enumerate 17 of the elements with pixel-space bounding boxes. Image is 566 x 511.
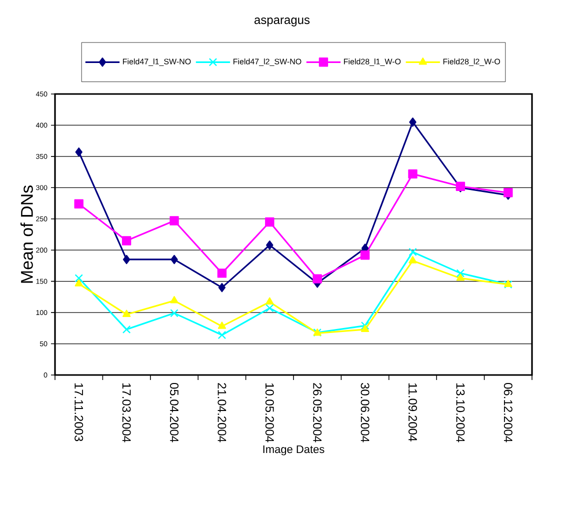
chart-title: asparagus <box>254 18 310 26</box>
x-tick-label: 11.09.2004 <box>408 383 417 442</box>
legend-label: Field47_l2_SW-NO <box>234 58 302 66</box>
x-tick-label: 13.10.2004 <box>456 383 465 442</box>
y-axis-title: Mean of DNs <box>20 186 33 283</box>
legend-label: Field47_l1_SW-NO <box>122 58 191 66</box>
x-tick-label: 06.12.2004 <box>504 382 512 442</box>
x-axis-title: Image Dates <box>263 445 324 456</box>
x-tick-label: 05.04.2004 <box>170 382 178 442</box>
x-tick-label: 21.04.2004 <box>218 383 226 442</box>
legend-label: Field28_l2_W-O <box>443 58 500 66</box>
x-tick-label: 10.05.2004 <box>265 383 274 442</box>
x-tick-label: 30.06.2004 <box>360 382 370 442</box>
x-tick-label: 26.05.2004 <box>313 383 322 442</box>
x-tick-label: 17.11.2003 <box>74 383 84 442</box>
legend-label: Field28_l1_W-O <box>344 58 401 66</box>
x-tick-label: 17.03.2004 <box>122 383 131 442</box>
